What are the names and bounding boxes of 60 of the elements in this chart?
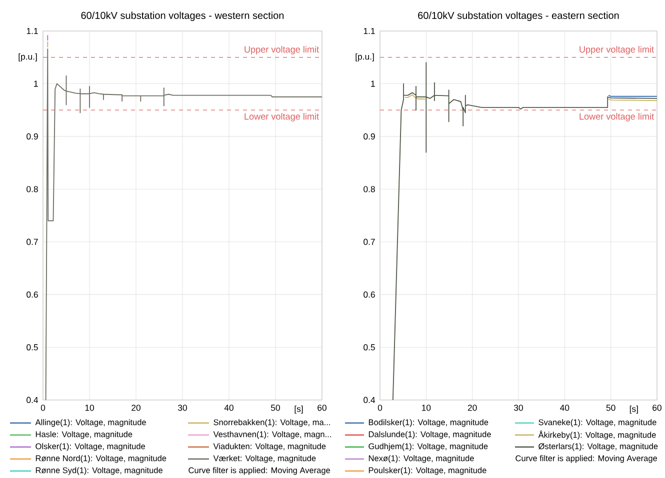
y-tick-label: 0.6 xyxy=(26,292,38,298)
y-tick-label: 1 xyxy=(371,80,375,87)
ref-line-label: Lower voltage limit xyxy=(244,113,319,122)
legend-label: Gudhjem(1): Voltage, magnitude xyxy=(368,443,488,451)
y-axis-title: [p.u.] xyxy=(18,53,37,62)
x-tick-label: 20 xyxy=(132,404,140,411)
ref-line-label: Lower voltage limit xyxy=(580,113,654,122)
y-tick-label: 0.4 xyxy=(364,396,376,404)
y-axis-title: [p.u.] xyxy=(356,53,374,62)
y-tick-label: 0.8 xyxy=(26,186,38,192)
y-tick-label: 1.1 xyxy=(26,28,38,34)
legend-label: Svaneke(1): Voltage, magnitude xyxy=(538,419,656,427)
legend-label: Snorrebakken(1): Voltage, ma... xyxy=(214,419,330,427)
x-tick-label: 40 xyxy=(560,404,570,411)
y-tick-label: 0.9 xyxy=(364,133,375,140)
text: Curve filter is applied: Moving Average xyxy=(188,467,330,475)
y-tick-label: 0.9 xyxy=(26,133,38,140)
legend-label: Nexø(1): Voltage, magnitude xyxy=(368,455,474,463)
legend-label: Rønne Nord(1): Voltage, magnitude xyxy=(36,455,166,463)
y-tick-label: 0.7 xyxy=(364,238,375,245)
y-tick-label: 0.7 xyxy=(26,238,38,245)
legend-label: Rønne Syd(1): Voltage, magnitude xyxy=(36,467,162,475)
chart-title: 60/10kV substation voltages - eastern section xyxy=(418,12,619,21)
legend-label: Vesthavnen(1): Voltage, magn... xyxy=(213,431,331,439)
x-tick-label: 10 xyxy=(422,404,431,411)
x-tick-label: 20 xyxy=(468,404,477,411)
legend-label: Bodilsker(1): Voltage, magnitude xyxy=(368,419,488,427)
x-tick-label: 60 xyxy=(318,404,326,411)
legend-label: Værket: Voltage, magnitude xyxy=(213,455,316,463)
y-tick-label: 0.5 xyxy=(26,344,38,350)
x-tick-label: 50 xyxy=(606,404,616,411)
x-tick-label: 0 xyxy=(378,404,382,411)
x-tick-label: 10 xyxy=(85,404,94,411)
x-tick-label: 60 xyxy=(652,404,662,411)
x-axis-title: [s] xyxy=(294,406,303,414)
y-tick-label: 1.1 xyxy=(364,28,375,34)
legend-label: Åkirkeby(1): Voltage, magnitude xyxy=(538,430,656,440)
y-tick-label: 0.8 xyxy=(364,186,375,192)
legend-label: Olsker(1): Voltage, magnitude xyxy=(36,443,146,451)
chart-title: 60/10kV substation voltages - western section xyxy=(81,12,284,21)
y-tick-label: 0.4 xyxy=(26,396,38,404)
y-tick-label: 0.6 xyxy=(364,292,375,298)
legend-label: Poulsker(1): Voltage, magnitude xyxy=(368,467,486,475)
legend-label: Dalslunde(1): Voltage, magnitude xyxy=(368,431,491,439)
ref-line-label: Upper voltage limit xyxy=(244,46,319,54)
legend-label: Viadukten: Voltage, magnitude xyxy=(213,443,326,451)
legend-label: Allinge(1): Voltage, magnitude xyxy=(35,419,146,427)
x-tick-label: 0 xyxy=(40,404,46,411)
x-tick-label: 30 xyxy=(178,404,187,411)
legend-label: Østerlars(1): Voltage, magnitude xyxy=(538,443,658,451)
y-tick-label: 1 xyxy=(34,80,38,87)
x-tick-label: 40 xyxy=(224,404,234,411)
line-series xyxy=(392,62,657,400)
legend-label: Hasle: Voltage, magnitude xyxy=(36,431,132,439)
x-tick-label: 30 xyxy=(514,404,523,411)
x-axis-title: [s] xyxy=(630,406,638,414)
text: Curve filter is applied: Moving Average xyxy=(516,455,657,463)
x-tick-label: 50 xyxy=(271,404,280,411)
ref-line-label: Upper voltage limit xyxy=(580,46,654,54)
y-tick-label: 0.5 xyxy=(364,344,375,350)
